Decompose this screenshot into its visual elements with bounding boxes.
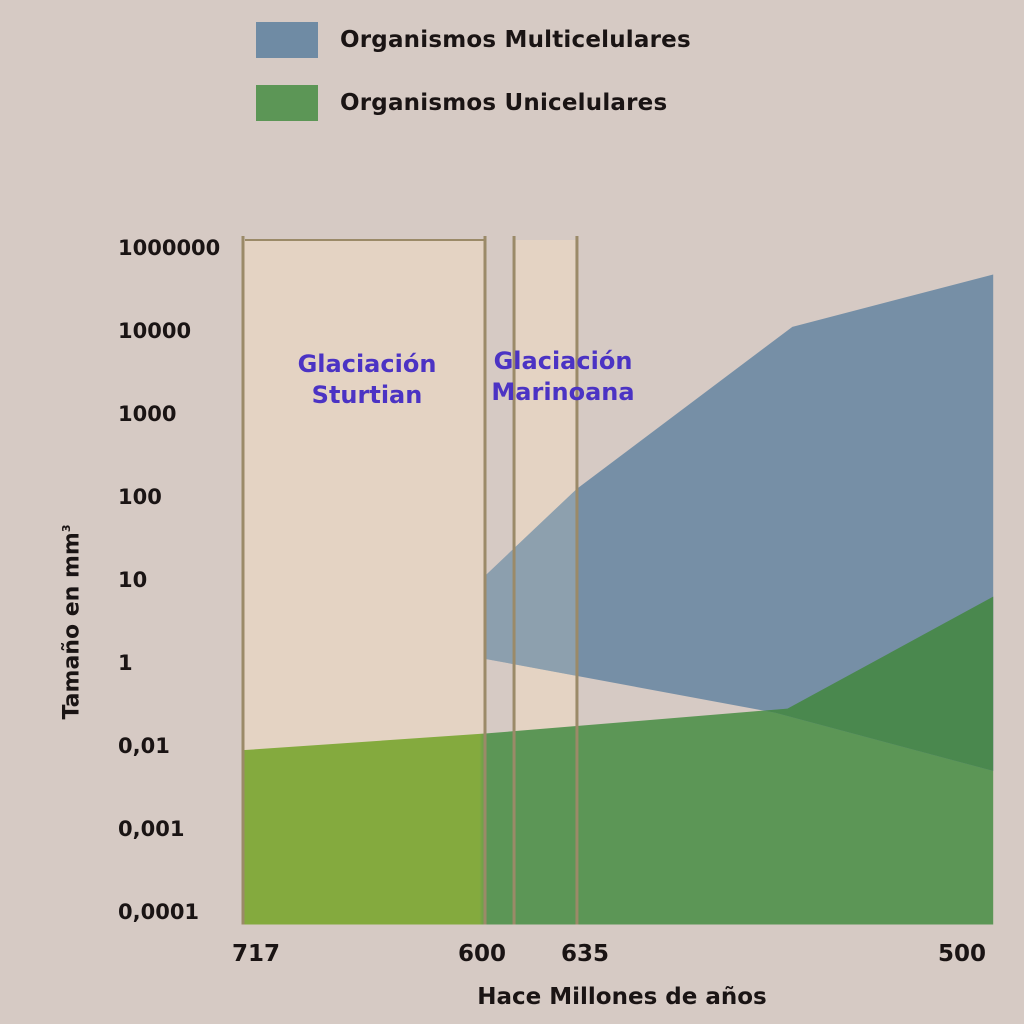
y-axis-label-text: Tamaño en mm [59,532,85,720]
legend-swatch-unicellular [256,85,318,121]
y-axis-label: Tamaño en mm3 [60,525,85,720]
y-tick-label: 100 [118,485,162,509]
y-tick-label: 1000 [118,402,177,426]
x-axis-label: Hace Millones de años [477,984,767,1010]
legend-label-unicellular: Organismos Unicelulares [340,90,668,116]
glaciation-lines [241,236,579,925]
x-tick-label: 500 [937,941,987,967]
x-tick-label: 635 [560,941,610,967]
legend-swatch-multicellular [256,22,318,58]
annotation-line: Glaciación [493,347,633,375]
y-tick-label: 1000000 [118,236,221,260]
annotation-line: Sturtian [311,381,423,409]
annotation-line: Glaciación [297,350,437,378]
x-tick-label: 600 [457,941,507,967]
y-tick-label: 0,0001 [118,900,200,924]
series-area-multicellular-highlight [485,488,577,676]
legend-item-multicellular: Organismos Multicelulares [256,22,691,58]
y-tick-label: 1 [118,651,133,675]
legend-label-multicellular: Organismos Multicelulares [340,27,691,53]
legend-item-unicellular: Organismos Unicelulares [256,85,667,121]
y-axis-label-superscript: 3 [60,524,74,533]
series-area-multicellular [485,274,994,771]
series-areas [243,274,994,925]
annotation-line: Marinoana [491,378,635,406]
y-tick-label: 0,001 [118,817,185,841]
y-tick-label: 0,01 [118,734,170,758]
annotation-sturtian: Glaciación Sturtian [298,349,437,411]
y-tick-label: 10000 [118,319,192,343]
y-tick-label: 10 [118,568,148,592]
annotation-marinoana: Glaciación Marinoana [491,346,634,408]
series-area-unicellular [243,596,994,925]
x-tick-label: 717 [231,941,281,967]
